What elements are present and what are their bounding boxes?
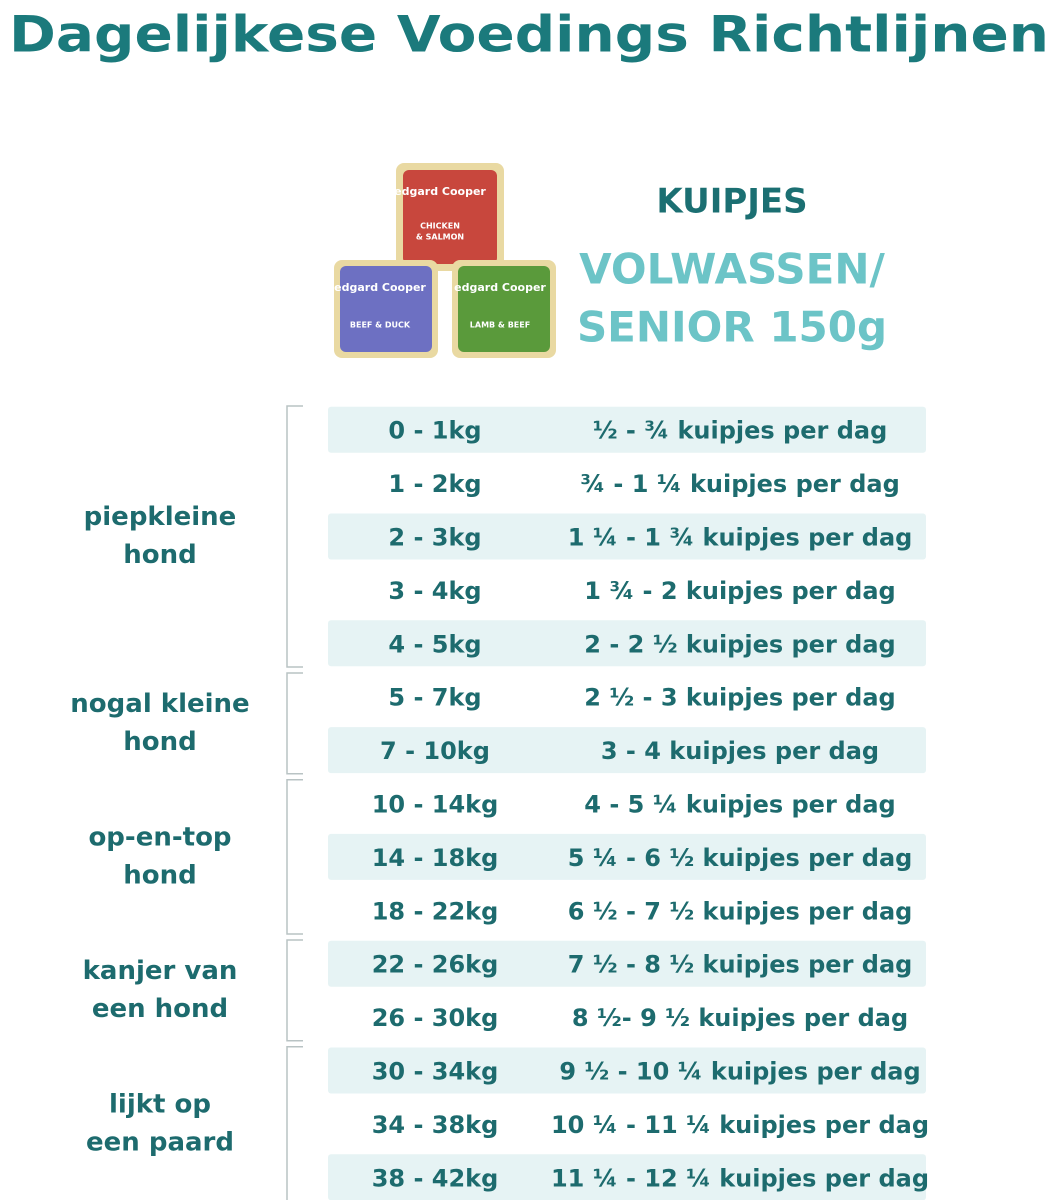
title: Dagelijkese Voedings Richtlijnen xyxy=(9,6,1049,64)
amount: 1 ¾ - 2 kuipjes per dag xyxy=(584,577,895,605)
group-label: lijkt op xyxy=(109,1089,211,1119)
amount: 11 ¼ - 12 ¼ kuipjes per dag xyxy=(551,1164,929,1192)
weight: 38 - 42kg xyxy=(372,1164,499,1192)
amount: 2 ½ - 3 kuipjes per dag xyxy=(584,684,895,712)
group-label: een paard xyxy=(86,1127,234,1157)
feeding-table: 0 - 1kg ½ - ¾ kuipjes per dag 1 - 2kg ¾ - 1… xyxy=(70,405,929,1200)
group-bracket xyxy=(286,405,303,668)
group-label: nogal kleine xyxy=(70,689,249,719)
tub-name: LAMB & BEEF xyxy=(470,321,530,330)
amount: 8 ½- 9 ½ kuipjes per dag xyxy=(572,1004,908,1032)
tub-name: BEEF & DUCK xyxy=(350,321,411,330)
product-variant: VOLWASSEN/ xyxy=(579,245,885,294)
row-stripe xyxy=(328,727,926,774)
amount: 2 - 2 ½ kuipjes per dag xyxy=(584,630,895,658)
group-bracket xyxy=(286,939,303,1042)
group-bracket xyxy=(286,672,303,775)
group-label: piepkleine xyxy=(84,502,237,532)
row-stripe xyxy=(328,513,926,560)
weight: 0 - 1kg xyxy=(388,417,481,445)
weight: 10 - 14kg xyxy=(372,791,499,819)
weight: 3 - 4kg xyxy=(388,577,481,605)
amount: 5 ¼ - 6 ½ kuipjes per dag xyxy=(568,844,913,872)
amount: ½ - ¾ kuipjes per dag xyxy=(593,417,888,445)
weight: 30 - 34kg xyxy=(372,1058,499,1086)
row-stripe xyxy=(328,1154,926,1200)
weight: 5 - 7kg xyxy=(388,684,481,712)
tub-name: CHICKEN xyxy=(420,222,460,231)
row-stripe xyxy=(328,620,926,667)
group-label: hond xyxy=(123,540,197,570)
amount: 6 ½ - 7 ½ kuipjes per dag xyxy=(568,897,913,925)
weight: 7 - 10kg xyxy=(380,737,490,765)
weight: 34 - 38kg xyxy=(372,1111,499,1139)
weight: 14 - 18kg xyxy=(372,844,499,872)
amount: 7 ½ - 8 ½ kuipjes per dag xyxy=(568,951,913,979)
tub-brand: edgard Cooper xyxy=(394,185,486,198)
amount: 1 ¼ - 1 ¾ kuipjes per dag xyxy=(568,524,913,552)
tub-brand: edgard Cooper xyxy=(454,281,546,294)
group-label: een hond xyxy=(92,994,228,1024)
amount: 9 ½ - 10 ¼ kuipjes per dag xyxy=(559,1058,920,1086)
amount: 3 - 4 kuipjes per dag xyxy=(601,737,879,765)
weight: 26 - 30kg xyxy=(372,1004,499,1032)
weight: 1 - 2kg xyxy=(388,470,481,498)
row-stripe xyxy=(328,833,926,880)
tub-label xyxy=(403,170,497,264)
tub-label xyxy=(340,266,432,352)
group-bracket xyxy=(286,779,303,935)
amount: ¾ - 1 ¼ kuipjes per dag xyxy=(580,470,900,498)
weight: 18 - 22kg xyxy=(372,897,499,925)
weight: 22 - 26kg xyxy=(372,951,499,979)
tub-name: & SALMON xyxy=(416,233,464,242)
tub-brand: edgard Cooper xyxy=(334,281,426,294)
group-label: kanjer van xyxy=(83,956,238,986)
tub-label xyxy=(458,266,550,352)
amount: 4 - 5 ¼ kuipjes per dag xyxy=(584,791,895,819)
group-label: op-en-top xyxy=(88,822,231,852)
product-variant: SENIOR 150g xyxy=(577,303,887,352)
amount: 10 ¼ - 11 ¼ kuipjes per dag xyxy=(551,1111,929,1139)
group-label: hond xyxy=(123,727,197,757)
weight: 2 - 3kg xyxy=(388,524,481,552)
group-bracket xyxy=(286,1046,303,1200)
row-stripe xyxy=(328,940,926,987)
row-stripe xyxy=(328,1047,926,1094)
product-image: edgard Cooper CHICKEN & SALMON edgard Co… xyxy=(334,163,556,358)
group-label: hond xyxy=(123,860,197,890)
product-type: KUIPJES xyxy=(656,182,807,222)
row-stripe xyxy=(328,406,926,453)
weight: 4 - 5kg xyxy=(388,630,481,658)
